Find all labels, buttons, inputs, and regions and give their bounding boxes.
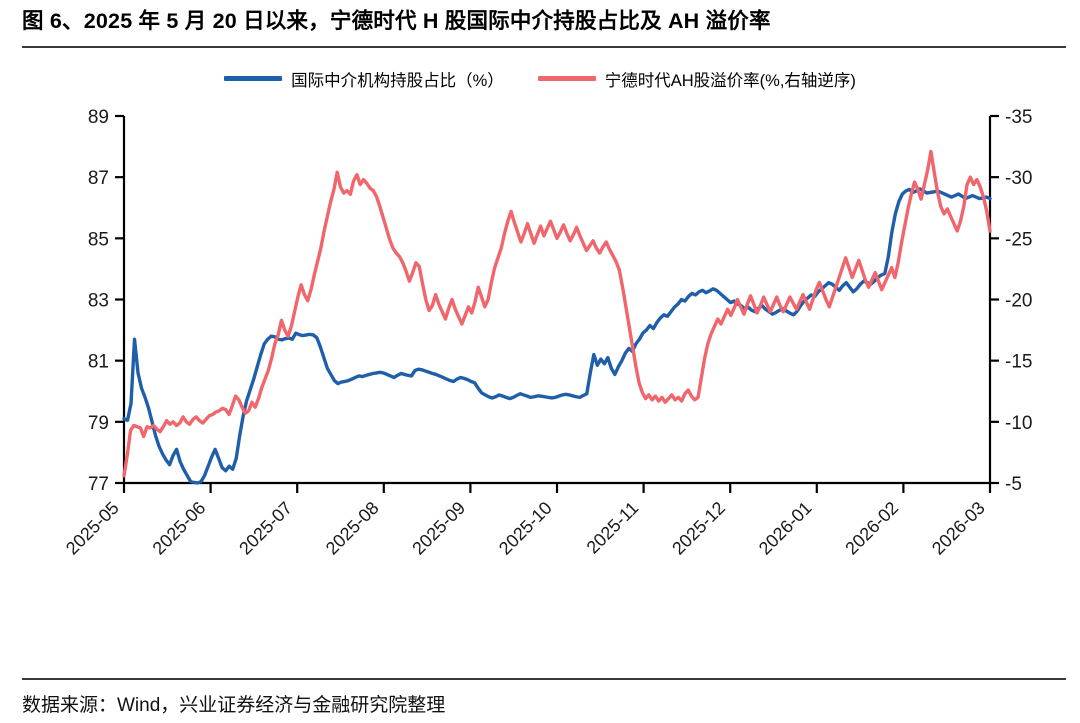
svg-text:2025-07: 2025-07 bbox=[235, 498, 296, 559]
svg-text:2025-06: 2025-06 bbox=[149, 498, 210, 559]
svg-text:-30: -30 bbox=[1005, 168, 1032, 189]
svg-text:-25: -25 bbox=[1005, 229, 1032, 250]
legend-label-holding-ratio: 国际中介机构持股占比（%） bbox=[291, 71, 504, 90]
svg-text:-5: -5 bbox=[1005, 474, 1022, 495]
legend-item-ah-premium: 宁德时代AH股溢价率(%,右轴逆序) bbox=[537, 67, 856, 91]
svg-text:81: 81 bbox=[88, 352, 109, 373]
legend-swatch-blue bbox=[224, 76, 283, 82]
svg-text:85: 85 bbox=[88, 229, 109, 250]
header-divider bbox=[22, 45, 1066, 48]
svg-text:89: 89 bbox=[88, 107, 109, 128]
svg-text:2026-01: 2026-01 bbox=[755, 498, 816, 559]
svg-text:2025-12: 2025-12 bbox=[668, 498, 729, 559]
svg-text:-10: -10 bbox=[1005, 413, 1032, 434]
figure-title: 图 6、2025 年 5 月 20 日以来，宁德时代 H 股国际中介持股占比及 … bbox=[22, 9, 771, 33]
footer-divider bbox=[22, 678, 1066, 680]
svg-text:83: 83 bbox=[88, 290, 109, 311]
svg-text:-15: -15 bbox=[1005, 352, 1032, 373]
svg-text:-35: -35 bbox=[1005, 107, 1032, 128]
svg-text:87: 87 bbox=[88, 168, 109, 189]
svg-text:2025-11: 2025-11 bbox=[583, 498, 643, 558]
legend-swatch-red bbox=[537, 76, 596, 82]
svg-text:-20: -20 bbox=[1005, 290, 1032, 311]
legend-label-ah-premium: 宁德时代AH股溢价率(%,右轴逆序) bbox=[604, 71, 856, 90]
svg-text:2025-08: 2025-08 bbox=[322, 498, 383, 559]
source-note: 数据来源：Wind，兴业证券经济与金融研究院整理 bbox=[22, 695, 446, 716]
line-chart: 77 79 81 83 85 87 89 -5 -10 -15 -20 -25 -30 -35 2025-0… bbox=[62, 107, 1032, 559]
svg-text:77: 77 bbox=[88, 474, 109, 495]
svg-text:2025-09: 2025-09 bbox=[408, 498, 469, 559]
svg-text:79: 79 bbox=[88, 413, 109, 434]
svg-text:2025-05: 2025-05 bbox=[62, 498, 123, 559]
svg-text:2025-10: 2025-10 bbox=[495, 498, 556, 559]
chart-plot-area: 77 79 81 83 85 87 89 -5 -10 -15 -20 -25 -30 -35 2025-0… bbox=[0, 94, 1080, 678]
title-block: 图 6、2025 年 5 月 20 日以来，宁德时代 H 股国际中介持股占比及 … bbox=[0, 0, 1080, 41]
chart-legend: 国际中介机构持股占比（%） 宁德时代AH股溢价率(%,右轴逆序) bbox=[0, 64, 1080, 94]
legend-item-holding-ratio: 国际中介机构持股占比（%） bbox=[224, 67, 504, 91]
svg-text:2026-02: 2026-02 bbox=[841, 498, 902, 559]
svg-text:2026-03: 2026-03 bbox=[928, 498, 989, 559]
